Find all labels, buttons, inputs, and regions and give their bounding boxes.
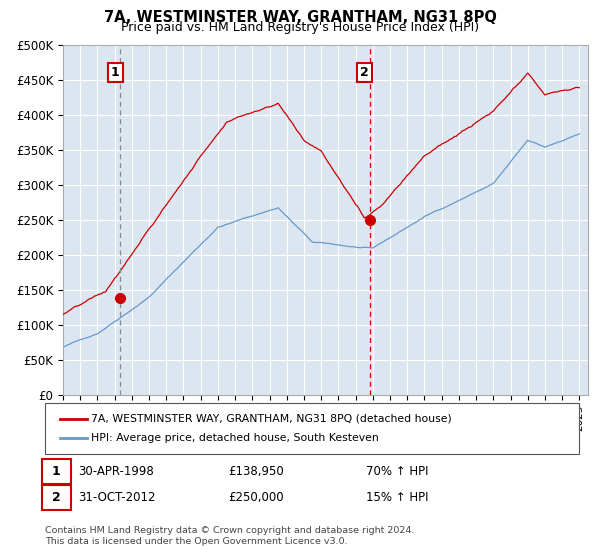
Text: 7A, WESTMINSTER WAY, GRANTHAM, NG31 8PQ: 7A, WESTMINSTER WAY, GRANTHAM, NG31 8PQ xyxy=(104,10,496,25)
Text: £138,950: £138,950 xyxy=(228,465,284,478)
Text: HPI: Average price, detached house, South Kesteven: HPI: Average price, detached house, Sout… xyxy=(91,433,379,444)
Text: 1: 1 xyxy=(52,465,61,478)
Text: 15% ↑ HPI: 15% ↑ HPI xyxy=(366,491,428,504)
Text: 2: 2 xyxy=(52,491,61,504)
Text: 31-OCT-2012: 31-OCT-2012 xyxy=(78,491,155,504)
Text: 2: 2 xyxy=(361,66,369,80)
Text: £250,000: £250,000 xyxy=(228,491,284,504)
Text: 7A, WESTMINSTER WAY, GRANTHAM, NG31 8PQ (detached house): 7A, WESTMINSTER WAY, GRANTHAM, NG31 8PQ … xyxy=(91,413,452,423)
Text: Contains HM Land Registry data © Crown copyright and database right 2024.
This d: Contains HM Land Registry data © Crown c… xyxy=(45,526,415,546)
Text: 70% ↑ HPI: 70% ↑ HPI xyxy=(366,465,428,478)
Text: Price paid vs. HM Land Registry's House Price Index (HPI): Price paid vs. HM Land Registry's House … xyxy=(121,21,479,34)
Text: 1: 1 xyxy=(111,66,119,80)
Text: 30-APR-1998: 30-APR-1998 xyxy=(78,465,154,478)
